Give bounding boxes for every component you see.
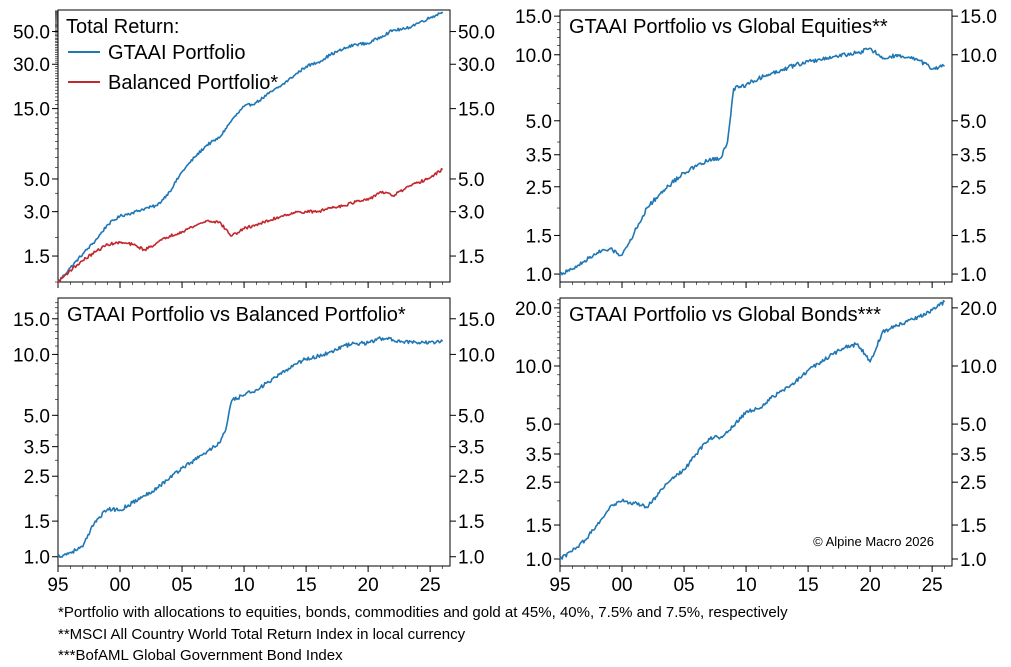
- footnote-global-equities: **MSCI All Country World Total Return In…: [58, 625, 466, 643]
- series-line-1: [57, 336, 444, 559]
- x-tick-label: 15: [296, 575, 317, 596]
- chart-title: GTAAI Portfolio vs Global Bonds***: [569, 304, 881, 326]
- x-tick-label: 00: [109, 575, 130, 596]
- x-tick-label: 95: [47, 575, 68, 596]
- y-tick-label-right: 3.5: [960, 146, 986, 167]
- legend: Total Return: GTAAI Portfolio Balanced Por…: [66, 16, 278, 94]
- y-tick-label-left: 2.5: [24, 467, 50, 488]
- plot-frame: [57, 297, 451, 567]
- x-tick-label: 05: [171, 575, 192, 596]
- y-tick-label-left: 20.0: [515, 299, 552, 320]
- x-tick-label: 00: [611, 575, 632, 596]
- chart-panel-1: 1.5 1.5 3.0 3.0 5.0 5.0 15.0 15.0 30.0 30.0 50.0 50…: [13, 9, 495, 288]
- y-tick-label-right: 5.0: [458, 406, 484, 427]
- y-tick-label-right: 1.0: [960, 265, 986, 286]
- y-tick-label-right: 20.0: [960, 299, 997, 320]
- series-line-1: [559, 300, 946, 560]
- y-tick-label-left: 1.0: [24, 548, 50, 569]
- y-tick-label-left: 15.0: [13, 100, 50, 121]
- copyright-annotation: © Alpine Macro 2026: [813, 534, 934, 549]
- legend-title: Total Return:: [66, 16, 179, 38]
- series-line-1: [57, 11, 444, 283]
- footnote-balanced-portfolio: *Portfolio with allocations to equities,…: [58, 604, 788, 621]
- x-tick-label: 20: [860, 575, 881, 596]
- chart-panel-2: 1.0 1.0 1.5 1.5 2.5 2.5 3.5 3.5 5.0 5.0 10.0 10.0 15…: [515, 7, 997, 288]
- y-tick-label-right: 15.0: [458, 100, 495, 121]
- y-tick-label-right: 2.5: [458, 467, 484, 488]
- y-tick-label-left: 10.0: [13, 345, 50, 366]
- x-tick-label: 95: [549, 575, 570, 596]
- y-tick-label-left: 1.0: [526, 265, 552, 286]
- y-tick-label-left: 3.5: [24, 438, 50, 459]
- y-tick-label-right: 1.5: [960, 516, 986, 537]
- x-tick-label: 05: [673, 575, 694, 596]
- y-tick-label-right: 1.0: [458, 548, 484, 569]
- plot-frame: [559, 297, 953, 567]
- y-tick-label-left: 3.5: [526, 146, 552, 167]
- chart-panel-4: 1.0 1.0 1.5 1.5 2.5 2.5 3.5 3.5 5.0 5.0 10.0 10.0 20…: [515, 297, 997, 596]
- y-tick-label-right: 15.0: [960, 7, 997, 28]
- legend-entry: Balanced Portfolio*: [108, 72, 278, 94]
- x-tick-label: 25: [922, 575, 943, 596]
- chart-panel-3: 1.0 1.0 1.5 1.5 2.5 2.5 3.5 3.5 5.0 5.0 10.0 10.0 15…: [13, 297, 495, 596]
- x-tick-label: 10: [736, 575, 757, 596]
- footnote-global-bonds: ***BofAML Global Government Bond Index: [58, 647, 343, 664]
- y-tick-label-left: 3.5: [526, 445, 552, 466]
- y-tick-label-right: 5.0: [458, 170, 484, 191]
- y-tick-label-left: 5.0: [24, 406, 50, 427]
- y-tick-label-right: 10.0: [458, 345, 495, 366]
- legend-entry: GTAAI Portfolio: [108, 42, 245, 64]
- y-tick-label-left: 1.5: [24, 247, 50, 268]
- chart-title: GTAAI Portfolio vs Global Equities**: [569, 16, 888, 38]
- x-tick-label: 10: [234, 575, 255, 596]
- footnotes: *Portfolio with allocations to equities,…: [58, 602, 788, 667]
- y-tick-label-left: 5.0: [526, 415, 552, 436]
- y-tick-label-right: 15.0: [458, 310, 495, 331]
- y-tick-label-left: 10.0: [515, 46, 552, 67]
- y-tick-label-right: 3.5: [458, 438, 484, 459]
- y-tick-label-left: 1.5: [526, 516, 552, 537]
- y-tick-label-left: 5.0: [24, 170, 50, 191]
- y-tick-label-left: 15.0: [515, 7, 552, 28]
- plot-frame: [57, 9, 451, 283]
- x-tick-label: 15: [798, 575, 819, 596]
- y-tick-label-left: 1.5: [24, 512, 50, 533]
- y-tick-label-left: 1.0: [526, 550, 552, 571]
- y-tick-label-right: 2.5: [960, 473, 986, 494]
- y-tick-label-right: 1.5: [458, 512, 484, 533]
- y-tick-label-left: 15.0: [13, 310, 50, 331]
- y-tick-label-right: 30.0: [458, 55, 495, 76]
- y-tick-label-left: 1.5: [526, 226, 552, 247]
- y-tick-label-right: 1.5: [960, 226, 986, 247]
- x-tick-label: 25: [420, 575, 441, 596]
- plot-frame: [559, 9, 953, 283]
- y-tick-label-left: 50.0: [13, 23, 50, 44]
- y-tick-label-left: 5.0: [526, 112, 552, 133]
- y-tick-label-right: 5.0: [960, 415, 986, 436]
- y-tick-label-left: 3.0: [24, 203, 50, 224]
- y-tick-label-right: 3.0: [458, 203, 484, 224]
- y-tick-label-right: 10.0: [960, 357, 997, 378]
- y-tick-label-right: 3.5: [960, 445, 986, 466]
- y-tick-label-right: 2.5: [960, 178, 986, 199]
- y-tick-label-right: 10.0: [960, 46, 997, 67]
- x-tick-label: 20: [358, 575, 379, 596]
- y-tick-label-right: 1.5: [458, 247, 484, 268]
- series-line-2: [57, 168, 444, 283]
- series-line-1: [559, 47, 945, 276]
- y-tick-label-right: 5.0: [960, 112, 986, 133]
- chart-figure: 1.5 1.5 3.0 3.0 5.0 5.0 15.0 15.0 30.0 30.0 50.0 50…: [13, 7, 997, 596]
- y-tick-label-right: 1.0: [960, 550, 986, 571]
- y-tick-label-left: 10.0: [515, 357, 552, 378]
- y-tick-label-right: 50.0: [458, 23, 495, 44]
- y-tick-label-left: 2.5: [526, 178, 552, 199]
- y-tick-label-left: 2.5: [526, 473, 552, 494]
- y-tick-label-left: 30.0: [13, 55, 50, 76]
- chart-title: GTAAI Portfolio vs Balanced Portfolio*: [67, 304, 406, 326]
